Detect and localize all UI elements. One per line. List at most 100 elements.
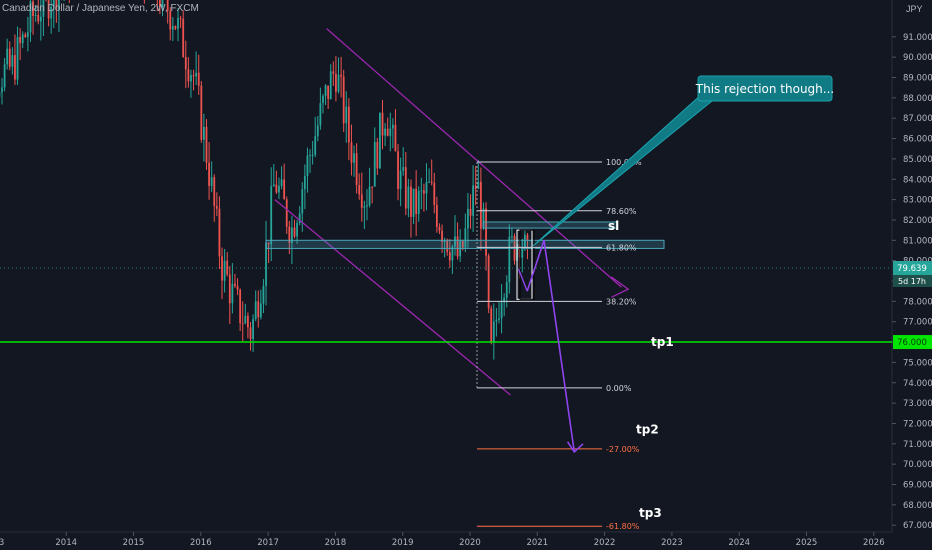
- candle-body: [3, 64, 6, 88]
- fib-level-label: 78.60%: [606, 207, 637, 216]
- time-axis-tick: 13: [0, 538, 4, 548]
- candle-body: [234, 283, 236, 286]
- candle-body: [412, 188, 415, 217]
- time-axis-tick: 2020: [459, 538, 481, 548]
- price-axis-tick: 70.000: [903, 460, 932, 470]
- candle-body: [267, 242, 270, 245]
- candle-body: [24, 34, 27, 37]
- candle-body: [192, 75, 195, 77]
- candle-body: [423, 190, 425, 194]
- candle-body: [428, 181, 431, 183]
- candle-body: [314, 136, 317, 155]
- candle-body: [42, 0, 45, 17]
- candle-body: [521, 247, 524, 258]
- price-axis-tick: 72.000: [903, 419, 932, 429]
- candle-body: [161, 0, 164, 8]
- candle-body: [456, 236, 459, 257]
- time-axis-tick: 2019: [392, 538, 414, 548]
- candle-body: [58, 0, 60, 10]
- candle-body: [174, 26, 177, 29]
- price-axis-tick: 75.000: [903, 358, 932, 368]
- candle-body: [490, 308, 493, 342]
- candle-body: [298, 213, 301, 224]
- candle-body: [448, 252, 451, 261]
- candle-body: [399, 170, 402, 189]
- candle-body: [39, 16, 42, 22]
- candle-body: [311, 154, 314, 156]
- candle-body: [430, 181, 433, 183]
- projection-start: [517, 268, 528, 292]
- candle-body: [389, 128, 392, 136]
- fib-level-label: 100.00%: [606, 158, 642, 167]
- candle-body: [358, 185, 361, 195]
- candle-body: [34, 14, 37, 17]
- candle-body: [293, 227, 296, 237]
- candle-body: [221, 256, 223, 281]
- price-axis-tick: 88.000: [903, 94, 932, 104]
- candle-body: [50, 6, 53, 19]
- price-axis-tick: 85.000: [903, 155, 932, 165]
- candle-body: [278, 185, 280, 193]
- candle-body: [366, 205, 368, 207]
- countdown-tag-bg: [893, 274, 932, 287]
- candle-body: [384, 128, 386, 136]
- candle-body: [296, 223, 298, 237]
- candle-body: [32, 1, 34, 17]
- candle-body: [37, 14, 40, 22]
- candle-body: [342, 76, 345, 124]
- price-axis-tick: 82.000: [903, 216, 932, 226]
- candle-body: [236, 285, 239, 290]
- fib-level-label: 61.80%: [606, 243, 637, 252]
- candle-body: [223, 260, 226, 281]
- candle-body: [166, 0, 169, 11]
- price-axis-tick: 73.000: [903, 399, 932, 409]
- candle-body: [203, 126, 205, 140]
- countdown-tag: 5d 17h: [898, 277, 926, 286]
- candle-body: [485, 208, 487, 256]
- candle-body: [498, 318, 500, 320]
- candle-body: [254, 301, 257, 320]
- candle-body: [197, 72, 200, 86]
- candle-body: [347, 106, 350, 143]
- candle-body: [249, 327, 252, 340]
- fib-level-label: -61.80%: [606, 522, 640, 531]
- candle-body: [285, 199, 288, 227]
- callout-text: This rejection though...: [695, 82, 834, 96]
- candle-body: [446, 240, 449, 253]
- candle-body: [14, 55, 16, 80]
- candle-body: [316, 125, 319, 137]
- candle-body: [190, 75, 192, 82]
- price-axis-tick: 77.000: [903, 318, 932, 328]
- price-axis-tick: 91.000: [903, 33, 932, 43]
- candle-body: [523, 234, 526, 248]
- candle-body: [226, 260, 229, 275]
- candle-body: [26, 32, 29, 37]
- fib-level-label: 0.00%: [606, 384, 632, 393]
- candle-body: [47, 0, 50, 19]
- projection-arrowhead: [566, 441, 584, 454]
- candle-body: [363, 206, 366, 208]
- candle-body: [319, 103, 322, 126]
- candle-body: [218, 208, 221, 257]
- support-price-tag-bg: [893, 335, 932, 350]
- time-axis-tick: 2014: [55, 538, 77, 548]
- price-axis-tick: 67.000: [903, 521, 932, 531]
- candle-body: [309, 154, 311, 156]
- candle-body: [288, 226, 291, 243]
- candle-body: [350, 142, 353, 163]
- candle-body: [433, 182, 436, 205]
- candle-body: [252, 319, 254, 340]
- candle-body: [210, 177, 213, 186]
- candle-body: [381, 112, 384, 136]
- candle-body: [205, 126, 208, 163]
- candle-body: [244, 315, 247, 324]
- last-price-tag-bg: [893, 260, 932, 275]
- candle-body: [500, 302, 503, 319]
- tp3-label: tp3: [639, 506, 662, 520]
- chart-title: Canadian Dollar / Japanese Yen, 2W, FXCM: [2, 3, 199, 14]
- candle-body: [275, 184, 278, 193]
- candle-body: [280, 179, 283, 186]
- candle-body: [195, 72, 198, 77]
- time-axis-tick: 2015: [123, 538, 145, 548]
